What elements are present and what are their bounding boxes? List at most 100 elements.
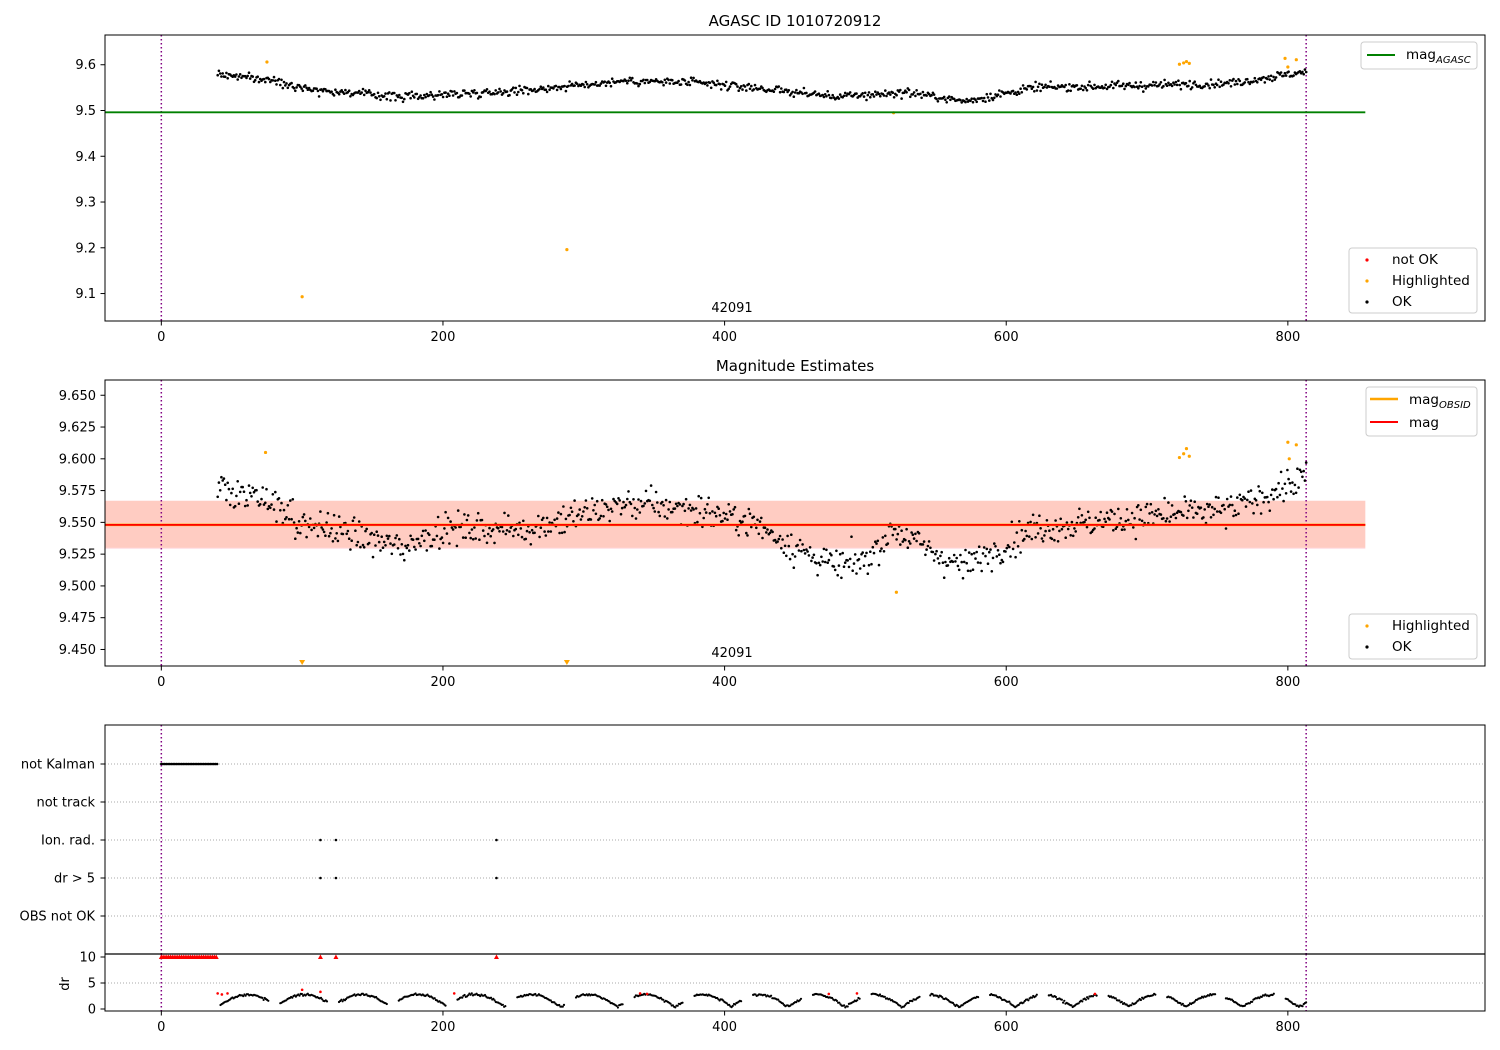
dr-point bbox=[1260, 995, 1263, 999]
mag-highlighted-point bbox=[1177, 455, 1182, 460]
mag-ok-point bbox=[673, 507, 677, 510]
agasc-ok-point bbox=[1303, 68, 1307, 71]
agasc-ok-point bbox=[267, 77, 271, 81]
mag-ok-point bbox=[1098, 518, 1101, 522]
agasc-ok-point bbox=[599, 82, 603, 85]
mag-ok-point bbox=[934, 552, 937, 556]
agasc-ok-point bbox=[709, 86, 713, 90]
agasc-highlighted-point bbox=[265, 60, 269, 64]
agasc-ok-point bbox=[728, 85, 732, 88]
agasc-ok-point bbox=[1122, 82, 1125, 85]
agasc-ok-point bbox=[1304, 70, 1308, 74]
flags-panel: not Kalman not track Ion. rad. dr > 5 OBS no… bbox=[20, 724, 1486, 955]
mag-ok-point bbox=[405, 546, 409, 550]
mag-ok-point bbox=[960, 560, 963, 564]
legend-not-ok-label: not OK bbox=[1392, 252, 1439, 268]
agasc-ok-point bbox=[662, 83, 665, 87]
agasc-ok-point bbox=[1188, 79, 1191, 83]
mag-ok-point bbox=[496, 527, 500, 530]
mag-ok-point bbox=[732, 508, 735, 511]
mag-ok-point bbox=[1113, 512, 1116, 516]
agasc-ok-point bbox=[887, 91, 891, 94]
dr-point bbox=[1063, 999, 1066, 1002]
agasc-ok-point bbox=[1064, 83, 1067, 87]
agasc-ok-point bbox=[568, 80, 571, 83]
mag-ok-point bbox=[327, 534, 331, 538]
mag-ok-point bbox=[436, 515, 440, 519]
agasc-ok-point bbox=[631, 76, 634, 80]
mag-ok-point bbox=[483, 534, 486, 538]
agasc-ok-point bbox=[884, 89, 887, 92]
dr-point bbox=[764, 993, 767, 996]
mag-ok-point bbox=[1188, 504, 1191, 507]
mag-ok-point bbox=[331, 540, 335, 543]
agasc-ok-point bbox=[984, 100, 987, 103]
legend-highlighted-marker bbox=[1365, 279, 1369, 283]
agasc-ok-point bbox=[865, 98, 868, 102]
mag-ok-point bbox=[404, 544, 407, 548]
agasc-ok-point bbox=[285, 82, 288, 85]
mag-ok-point bbox=[969, 569, 972, 573]
mag-ok-point bbox=[760, 516, 763, 520]
dr-red-point bbox=[638, 992, 642, 995]
agasc-highlighted-point bbox=[1286, 65, 1290, 69]
mag-ok-point bbox=[296, 531, 300, 534]
agasc-ok-point bbox=[423, 93, 426, 97]
mag-ok-point bbox=[787, 544, 791, 548]
mag-ok-point bbox=[419, 544, 422, 548]
agasc-ok-point bbox=[877, 92, 881, 96]
mag-ok-point bbox=[790, 533, 793, 536]
mag-ok-point bbox=[326, 511, 330, 515]
mag-ok-point bbox=[265, 487, 268, 491]
agasc-ok-point bbox=[379, 98, 382, 102]
agasc-ok-point bbox=[932, 93, 936, 96]
mag-ok-point bbox=[671, 510, 674, 514]
agasc-ok-point bbox=[838, 93, 842, 96]
mag-ok-point bbox=[289, 499, 292, 502]
agasc-ok-point bbox=[921, 90, 925, 94]
agasc-ok-point bbox=[1279, 71, 1283, 74]
mag-ok-point bbox=[1030, 537, 1034, 541]
agasc-ok-point bbox=[727, 87, 730, 91]
mag-ok-point bbox=[1217, 496, 1220, 500]
mag-ok-point bbox=[711, 510, 714, 513]
mag-ok-point bbox=[438, 547, 441, 550]
agasc-ok-point bbox=[753, 83, 757, 87]
dr-point bbox=[846, 1005, 849, 1008]
mag-ok-point bbox=[1123, 528, 1126, 531]
mag-ok-point bbox=[993, 542, 996, 545]
agasc-ok-point bbox=[453, 90, 456, 93]
mag-ok-point bbox=[750, 525, 753, 529]
mag-ok-point bbox=[1292, 492, 1295, 496]
mag-ok-point bbox=[996, 549, 1000, 552]
agasc-ok-point bbox=[688, 83, 692, 87]
mag-ok-point bbox=[382, 540, 386, 544]
agasc-ok-point bbox=[734, 82, 738, 86]
mag-ok-point bbox=[428, 533, 431, 537]
dr-point bbox=[325, 1000, 329, 1003]
agasc-ok-point bbox=[1287, 70, 1290, 73]
agasc-ok-point bbox=[421, 97, 425, 100]
mag-ok-point bbox=[855, 572, 858, 575]
mag-ok-point bbox=[830, 553, 833, 557]
mag-ok-point bbox=[657, 510, 660, 514]
mag-ok-point bbox=[766, 528, 769, 531]
mag-estimates-title: Magnitude Estimates bbox=[716, 357, 874, 375]
mag-ok-point bbox=[1018, 520, 1021, 523]
mag-ytick-label: 9.450 bbox=[59, 643, 96, 658]
mag-ok-point bbox=[384, 544, 387, 547]
dr-point bbox=[835, 999, 839, 1003]
mag-ok-point bbox=[957, 568, 961, 572]
agasc-ok-point bbox=[496, 91, 500, 94]
mag-ok-point bbox=[466, 514, 470, 517]
mag-ok-point bbox=[1179, 510, 1183, 514]
mag-ok-point bbox=[661, 500, 664, 504]
mag-ok-point bbox=[623, 505, 626, 509]
mag-ok-point bbox=[961, 576, 965, 580]
mag-ok-point bbox=[481, 529, 485, 532]
dr-point bbox=[1034, 995, 1037, 998]
mag-ok-point bbox=[1034, 536, 1037, 539]
mag-ok-point bbox=[1244, 505, 1248, 508]
mag-ok-point bbox=[356, 540, 360, 544]
mag-ok-point bbox=[522, 519, 525, 523]
